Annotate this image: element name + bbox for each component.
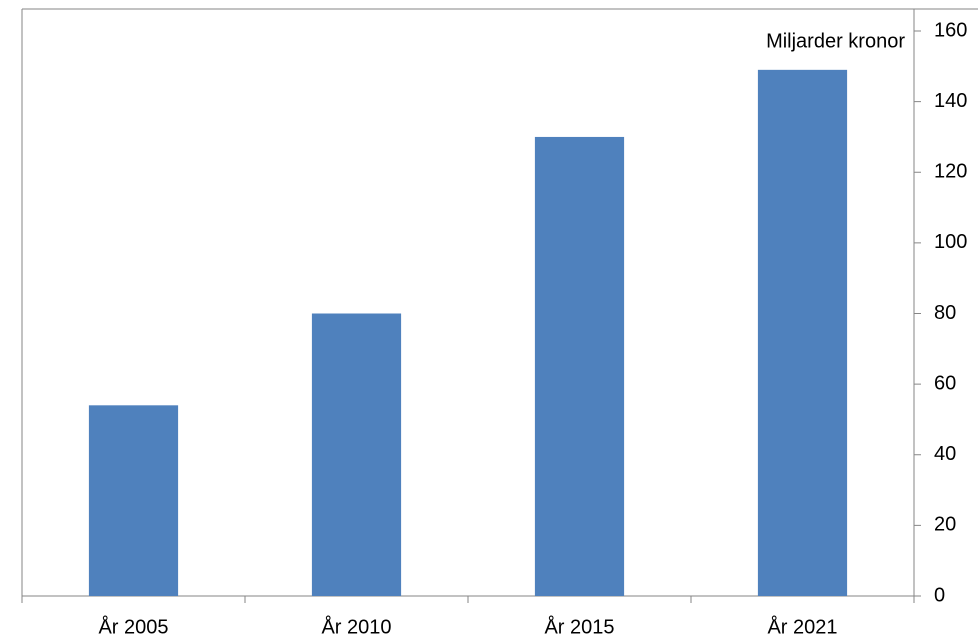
y-tick-label: 160 (934, 19, 967, 41)
x-tick-label: År 2021 (767, 615, 837, 638)
x-tick-label: År 2015 (544, 615, 614, 638)
y-tick-label: 40 (934, 443, 956, 465)
axis-unit-label: Miljarder kronor (766, 30, 905, 52)
y-tick-label: 60 (934, 372, 956, 394)
y-tick-label: 120 (934, 161, 967, 183)
y-tick-label: 80 (934, 302, 956, 324)
y-tick-label: 100 (934, 231, 967, 253)
y-tick-label: 140 (934, 90, 967, 112)
bar (311, 313, 402, 596)
y-tick-label: 20 (934, 514, 956, 536)
bar (534, 136, 625, 596)
y-tick-label: 0 (934, 584, 945, 606)
bar (757, 69, 848, 596)
x-tick-label: År 2010 (321, 615, 391, 638)
bar (88, 405, 179, 596)
x-tick-label: År 2005 (98, 615, 168, 638)
